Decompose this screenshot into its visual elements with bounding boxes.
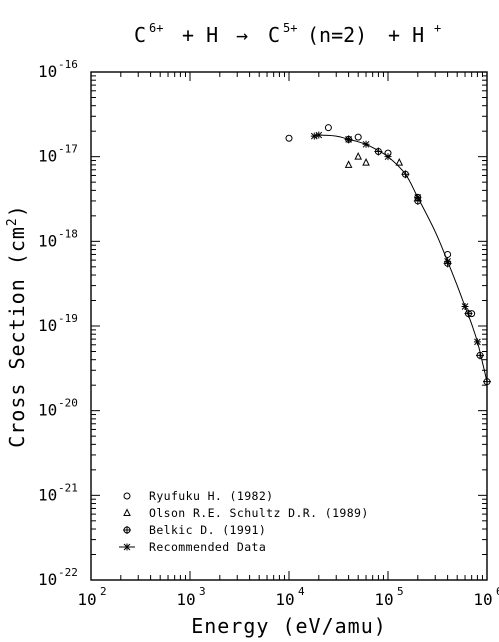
title-mid2: + H bbox=[388, 23, 424, 47]
y-axis-label-sup: 2 bbox=[5, 217, 20, 226]
data-markers bbox=[285, 124, 491, 386]
legend-label: Olson R.E. Schultz D.R. (1989) bbox=[149, 506, 369, 520]
y-tick-label: 10 bbox=[38, 401, 57, 420]
data-point bbox=[444, 250, 452, 258]
title-left-sup: 6+ bbox=[149, 21, 163, 35]
data-point bbox=[414, 193, 422, 201]
y-tick-label-exp: -17 bbox=[58, 143, 78, 156]
legend-entry: Ryufuku H. (1982) bbox=[123, 489, 274, 503]
y-axis-label: Cross Section (cm2) bbox=[5, 204, 29, 448]
y-axis-label-close: ) bbox=[5, 204, 29, 217]
recommended-curve-line bbox=[314, 134, 488, 382]
y-tick-label-exp: -19 bbox=[58, 312, 78, 325]
x-tick-label-exp: 4 bbox=[298, 585, 305, 598]
x-axis-label: Energy (eV/amu) bbox=[191, 614, 387, 638]
x-tick-label-exp: 5 bbox=[397, 585, 404, 598]
legend-marker bbox=[123, 526, 131, 534]
data-point bbox=[354, 152, 363, 160]
title-right-rest: (n=2) bbox=[307, 23, 367, 47]
series-belkic-d-1991 bbox=[344, 135, 491, 386]
x-tick-label: 10 bbox=[374, 590, 393, 609]
x-tick-label: 10 bbox=[473, 590, 492, 609]
y-tick-label-exp: -21 bbox=[58, 481, 78, 494]
data-point bbox=[324, 124, 332, 132]
y-tick-label: 10 bbox=[38, 316, 57, 335]
title-last-sup: + bbox=[434, 21, 441, 35]
data-point bbox=[395, 158, 404, 166]
y-tick-label: 10 bbox=[38, 147, 57, 166]
title-left-base: C bbox=[134, 23, 146, 47]
data-point bbox=[315, 131, 323, 139]
chart-title: C 6+ + H → C 5+ (n=2) + H + bbox=[134, 21, 441, 47]
title-arrow: → bbox=[236, 23, 248, 47]
legend-entry: Belkic D. (1991) bbox=[123, 523, 266, 537]
legend-entry: Olson R.E. Schultz D.R. (1989) bbox=[123, 506, 369, 520]
axis-ticks bbox=[90, 72, 487, 581]
y-axis-label-main: Cross Section (cm bbox=[5, 226, 29, 448]
x-tick-label: 10 bbox=[275, 590, 294, 609]
data-point bbox=[401, 170, 410, 179]
data-point bbox=[285, 134, 293, 142]
data-point bbox=[362, 158, 370, 166]
x-tick-label: 10 bbox=[176, 590, 195, 609]
data-point bbox=[476, 351, 485, 360]
y-tick-label: 10 bbox=[38, 570, 57, 589]
title-mid1: + H bbox=[182, 23, 218, 47]
data-point bbox=[354, 133, 362, 141]
x-tick-label-exp: 6 bbox=[496, 585, 499, 598]
legend-label: Ryufuku H. (1982) bbox=[149, 489, 274, 503]
legend-marker bbox=[123, 492, 131, 500]
data-point bbox=[344, 160, 353, 168]
data-point bbox=[444, 257, 452, 265]
y-tick-label-exp: -16 bbox=[58, 58, 78, 71]
y-tick-label-exp: -22 bbox=[58, 566, 78, 579]
x-tick-label-exp: 2 bbox=[100, 585, 107, 598]
legend-label: Belkic D. (1991) bbox=[149, 523, 266, 537]
data-point bbox=[464, 309, 473, 318]
y-tick-label-exp: -18 bbox=[58, 227, 78, 240]
data-point bbox=[483, 377, 491, 386]
series-recommended-data bbox=[310, 131, 481, 346]
y-tick-label-exp: -20 bbox=[58, 397, 78, 410]
legend-marker bbox=[123, 508, 131, 516]
y-tick-label: 10 bbox=[38, 485, 57, 504]
x-tick-label-exp: 3 bbox=[199, 585, 206, 598]
title-right-sup: 5+ bbox=[283, 21, 297, 35]
series-olson-r-e-schultz-d-r-1989 bbox=[344, 152, 404, 168]
y-tick-label: 10 bbox=[38, 62, 57, 81]
data-point bbox=[345, 135, 353, 143]
title-right-base: C bbox=[268, 23, 280, 47]
data-point bbox=[384, 153, 392, 161]
plot-frame bbox=[90, 71, 488, 581]
data-point bbox=[362, 140, 370, 148]
y-tick-label: 10 bbox=[38, 231, 57, 250]
recommended-curve bbox=[314, 134, 488, 382]
x-tick-label: 10 bbox=[77, 590, 96, 609]
legend-entry: Recommended Data bbox=[119, 540, 266, 554]
data-point bbox=[473, 338, 481, 346]
legend-label: Recommended Data bbox=[149, 540, 266, 554]
axis-tick-labels: 10210310410510610-2210-2110-2010-1910-18… bbox=[38, 58, 499, 609]
data-point bbox=[310, 132, 318, 140]
data-point bbox=[374, 147, 383, 156]
data-point bbox=[461, 302, 469, 310]
legend-marker bbox=[123, 543, 131, 551]
legend: Ryufuku H. (1982) Olson R.E. Schultz D.R.… bbox=[119, 489, 369, 554]
